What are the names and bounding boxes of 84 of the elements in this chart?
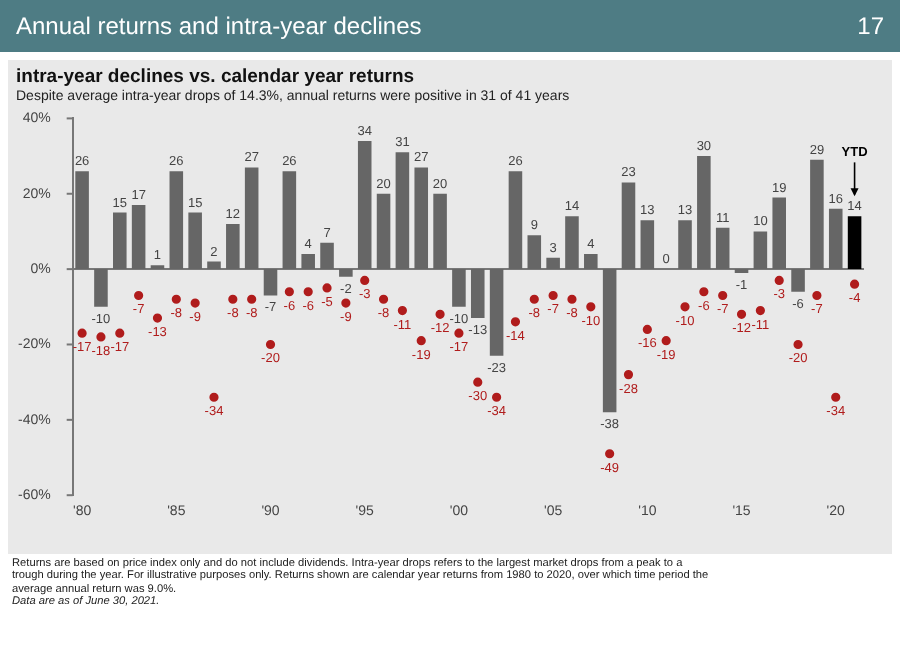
point — [341, 298, 351, 308]
point — [755, 305, 765, 316]
bar — [828, 208, 843, 270]
point — [322, 283, 332, 293]
bar — [282, 171, 297, 270]
bar — [339, 269, 353, 277]
point — [661, 336, 671, 346]
point — [190, 298, 200, 308]
point — [642, 324, 652, 335]
point — [360, 275, 370, 286]
point — [793, 339, 803, 350]
point — [831, 392, 841, 402]
point — [303, 287, 313, 297]
point — [586, 302, 596, 312]
bar — [376, 193, 391, 270]
bar — [640, 220, 655, 270]
bar — [75, 171, 89, 270]
chart-title: Annual returns and intra-year declines — [16, 12, 424, 40]
bar — [697, 156, 711, 270]
point — [77, 328, 87, 338]
point — [529, 294, 539, 304]
bar — [772, 197, 786, 270]
point — [492, 392, 502, 402]
point — [699, 287, 709, 297]
point — [228, 294, 238, 304]
bar — [452, 269, 466, 307]
bar — [207, 261, 221, 270]
bar — [395, 152, 410, 270]
bar — [546, 257, 560, 270]
point — [774, 275, 784, 286]
bar — [602, 269, 617, 413]
point — [209, 392, 219, 402]
point — [473, 377, 483, 387]
bar — [169, 171, 184, 270]
bar — [791, 269, 805, 292]
point — [96, 332, 106, 342]
bar — [131, 205, 146, 270]
point — [134, 290, 144, 301]
point — [605, 449, 615, 459]
bar — [433, 193, 447, 270]
point — [736, 309, 747, 319]
chart-subtitle: intra-year declines vs. calendar year returns — [14, 64, 417, 88]
point — [548, 290, 558, 301]
bar — [263, 269, 278, 296]
point — [247, 294, 257, 304]
bar — [753, 231, 768, 270]
bar — [301, 254, 315, 270]
point — [265, 339, 276, 350]
bar — [113, 212, 127, 270]
bar — [810, 159, 824, 270]
point — [378, 294, 389, 304]
point — [567, 294, 577, 304]
point — [718, 290, 728, 301]
bar — [226, 223, 240, 270]
bar — [715, 227, 730, 270]
bar — [508, 171, 523, 270]
bar — [847, 216, 862, 270]
bar — [244, 167, 259, 270]
point — [680, 302, 690, 312]
bar — [94, 269, 108, 307]
bar — [565, 216, 579, 270]
bar — [357, 141, 372, 270]
point — [397, 305, 407, 316]
point — [115, 328, 125, 338]
bar — [414, 167, 429, 270]
text: 17 — [857, 12, 884, 40]
point — [849, 279, 860, 289]
bar — [320, 242, 334, 270]
point — [171, 294, 181, 304]
point — [510, 317, 521, 327]
bar — [678, 220, 692, 270]
point — [416, 336, 426, 346]
bar — [584, 254, 598, 270]
point — [284, 287, 294, 297]
bar — [527, 235, 542, 270]
bar — [470, 269, 485, 319]
point — [152, 313, 163, 323]
bar — [621, 182, 636, 270]
point — [623, 370, 634, 380]
point — [435, 309, 445, 319]
point — [812, 290, 822, 301]
point — [454, 328, 464, 338]
bar — [489, 269, 504, 356]
bar — [188, 212, 202, 270]
